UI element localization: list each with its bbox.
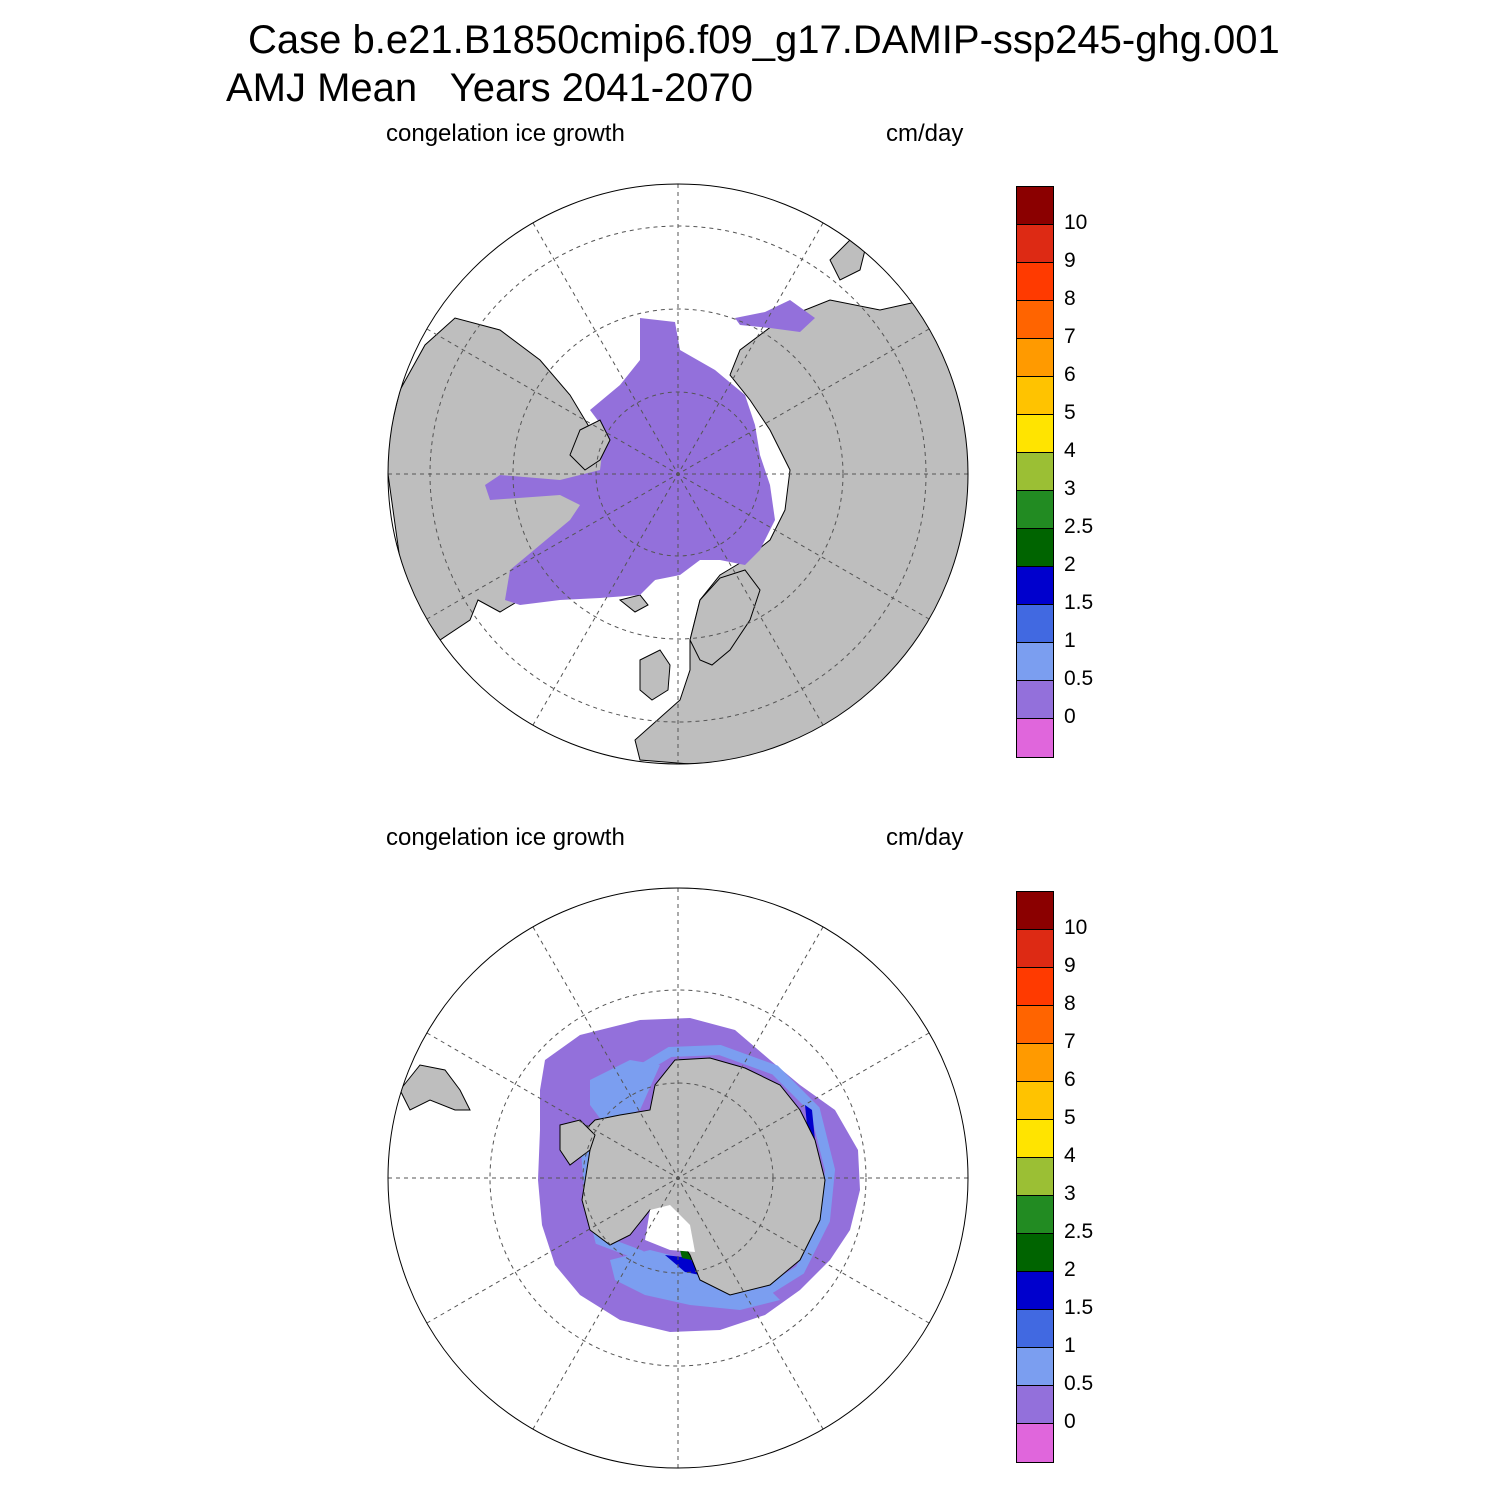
colorbar-tick-label: 10 [1064, 916, 1088, 939]
colorbar-tick-label: 2.5 [1064, 1220, 1094, 1243]
colorbar-tick-label: 0 [1064, 705, 1076, 728]
arctic-ice-area [485, 318, 775, 605]
chukotka-landmass [829, 239, 866, 281]
colorbar-segment [1017, 719, 1053, 757]
colorbar-tick-label: 4 [1064, 439, 1076, 462]
colorbar-tick-label: 10 [1064, 211, 1088, 234]
panel1-variable-label: congelation ice growth [386, 120, 625, 147]
colorbar-tick-label: 9 [1064, 954, 1076, 977]
britain-landmass [639, 649, 671, 701]
north-graticule [388, 184, 968, 764]
colorbar-segment [1017, 263, 1053, 301]
south-polar-map [388, 888, 968, 1468]
colorbar-tick-label: 6 [1064, 363, 1076, 386]
colorbar-tick-label: 6 [1064, 1068, 1076, 1091]
colorbar-segment [1017, 930, 1053, 968]
colorbar-tick-label: 0.5 [1064, 1372, 1094, 1395]
colorbar-segment [1017, 415, 1053, 453]
iceland-landmass [618, 594, 649, 613]
high-growth-patch-1 [665, 1255, 700, 1275]
colorbar-segment [1017, 1386, 1053, 1424]
colorbar-segment [1017, 1310, 1053, 1348]
panel1-units-label: cm/day [886, 120, 964, 147]
colorbar-segment [1017, 643, 1053, 681]
colorbar-segment [1017, 1006, 1053, 1044]
colorbar-tick-label: 1.5 [1064, 591, 1094, 614]
south-map-border [387, 887, 969, 1469]
colorbar-tick-label: 3 [1064, 1182, 1076, 1205]
colorbar-segment [1017, 1272, 1053, 1310]
colorbar-segment [1017, 1120, 1053, 1158]
colorbar-segment [1017, 1424, 1053, 1462]
colorbar-tick-label: 5 [1064, 1106, 1076, 1129]
colorbar-tick-label: 8 [1064, 992, 1076, 1015]
colorbar-segment [1017, 605, 1053, 643]
south-america-landmass [399, 1064, 471, 1111]
colorbar-tick-label: 4 [1064, 1144, 1076, 1167]
colorbar-segment [1017, 529, 1053, 567]
north-polar-map [388, 184, 968, 764]
colorbar-segment [1017, 187, 1053, 225]
colorbar-tick-label: 3 [1064, 477, 1076, 500]
north-map-border [387, 183, 969, 765]
antarctic-ice-inner [590, 1060, 660, 1125]
colorbar-segment [1017, 453, 1053, 491]
colorbar-tick-label: 1 [1064, 1334, 1076, 1357]
colorbar-tick-label: 5 [1064, 401, 1076, 424]
north-ice-growth [485, 300, 815, 605]
colorbar-tick-label: 1.5 [1064, 1296, 1094, 1319]
colorbar-tick-label: 7 [1064, 325, 1076, 348]
colorbar-tick-label: 7 [1064, 1030, 1076, 1053]
colorbar-tick-label: 9 [1064, 249, 1076, 272]
figure-title-line2: AMJ Mean Years 2041-2070 [226, 66, 754, 110]
colorbar-segment [1017, 681, 1053, 719]
colorbar-segment [1017, 301, 1053, 339]
colorbar-north [1016, 186, 1054, 758]
figure-title-line1: Case b.e21.B1850cmip6.f09_g17.DAMIP-ssp2… [248, 18, 1280, 62]
colorbar-segment [1017, 225, 1053, 263]
colorbar-tick-label: 0 [1064, 1410, 1076, 1433]
scandinavia-landmass [689, 569, 761, 666]
colorbar-segment [1017, 567, 1053, 605]
colorbar-tick-label: 2 [1064, 1258, 1076, 1281]
colorbar-tick-label: 2 [1064, 553, 1076, 576]
colorbar-south [1016, 891, 1054, 1463]
colorbar-segment [1017, 1082, 1053, 1120]
bering-ice-area [735, 300, 815, 332]
colorbar-segment [1017, 491, 1053, 529]
colorbar-tick-label: 8 [1064, 287, 1076, 310]
colorbar-segment [1017, 1234, 1053, 1272]
south-graticule [388, 888, 968, 1468]
canadian-archipelago [569, 419, 611, 471]
antarctic-peninsula [559, 1119, 596, 1166]
colorbar-segment [1017, 339, 1053, 377]
colorbar-segment [1017, 1044, 1053, 1082]
colorbar-tick-label: 0.5 [1064, 667, 1094, 690]
colorbar-segment [1017, 968, 1053, 1006]
colorbar-segment [1017, 377, 1053, 415]
colorbar-segment [1017, 1196, 1053, 1234]
panel2-units-label: cm/day [886, 824, 964, 851]
colorbar-tick-label: 1 [1064, 629, 1076, 652]
high-growth-patch-2 [805, 1105, 815, 1140]
colorbar-segment [1017, 1348, 1053, 1386]
colorbar-tick-label: 2.5 [1064, 515, 1094, 538]
panel2-variable-label: congelation ice growth [386, 824, 625, 851]
ross-ice-shelf [645, 1205, 695, 1252]
colorbar-segment [1017, 892, 1053, 930]
colorbar-segment [1017, 1158, 1053, 1196]
